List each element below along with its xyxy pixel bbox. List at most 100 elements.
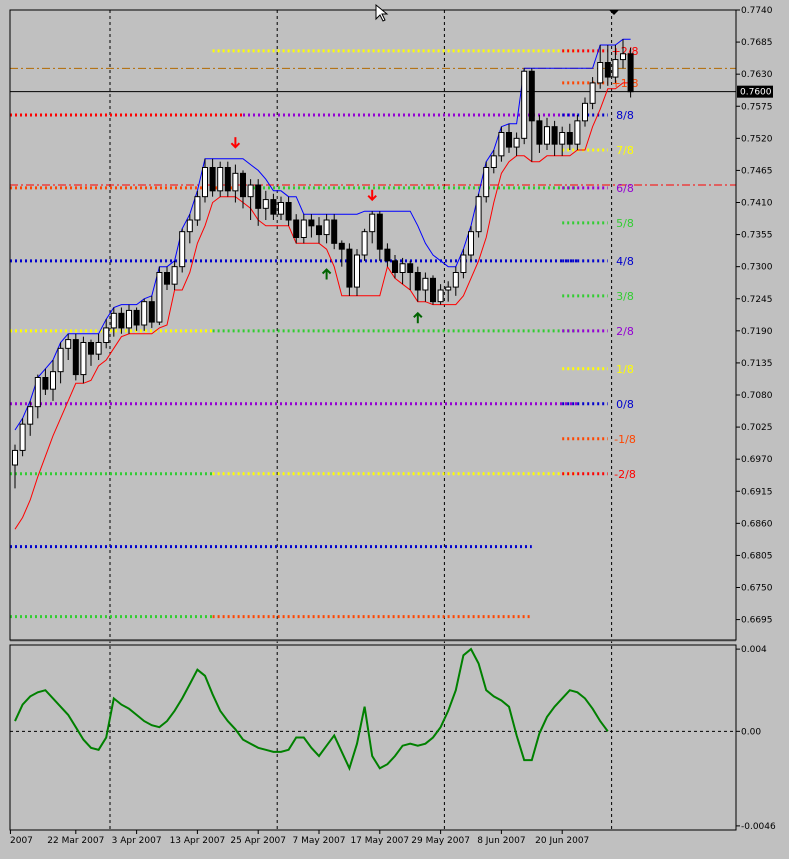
- candle-body: [217, 167, 224, 192]
- candle-body: [57, 347, 64, 373]
- candle-body: [536, 120, 543, 145]
- candle-body: [604, 62, 611, 78]
- candle: [247, 179, 254, 220]
- candle-body: [460, 254, 467, 273]
- candle-body: [384, 248, 391, 262]
- candle: [164, 266, 170, 290]
- candle: [110, 307, 117, 337]
- candle: [42, 368, 49, 395]
- candle: [437, 284, 444, 305]
- osc-tick-label: 0.004: [741, 645, 767, 655]
- candle: [217, 161, 224, 197]
- candle: [536, 115, 543, 153]
- candle-body: [141, 301, 148, 326]
- candle: [498, 126, 505, 162]
- candle-body: [65, 339, 72, 349]
- murrey-level-label: -2/8: [614, 468, 636, 481]
- oscillator-panel: [10, 647, 736, 772]
- osc-tick-label: 0.00: [741, 727, 761, 737]
- candle-body: [133, 309, 140, 326]
- price-tick-label: 0.6805: [741, 551, 773, 561]
- candle-body: [224, 167, 231, 192]
- candle-body: [445, 286, 452, 291]
- candle: [171, 260, 178, 290]
- candle: [513, 132, 520, 156]
- candle: [293, 214, 300, 244]
- candle: [597, 45, 604, 89]
- price-tick-label: 0.7740: [741, 6, 773, 16]
- price-tick-label: 0.7520: [741, 134, 773, 144]
- chart-shift-marker-icon: [609, 10, 619, 15]
- candle: [19, 418, 26, 457]
- arrow-head: [413, 311, 423, 318]
- price-tick-label: 0.6860: [741, 519, 773, 529]
- candle-body: [103, 327, 110, 343]
- signal-arrows: [230, 137, 423, 324]
- candle-body: [179, 231, 186, 268]
- candle: [308, 214, 315, 238]
- candle: [12, 444, 18, 489]
- candle: [528, 68, 535, 162]
- candle-body: [407, 263, 414, 273]
- candle-body: [12, 449, 18, 466]
- candle: [88, 339, 94, 366]
- candle-body: [186, 219, 193, 233]
- candle-body: [42, 377, 49, 390]
- candle: [232, 164, 239, 203]
- candle-body: [551, 126, 558, 145]
- candle: [50, 360, 56, 401]
- price-tick-label: 0.6695: [741, 616, 773, 626]
- price-tick-label: 0.7190: [741, 327, 773, 337]
- oscillator-panel-frame: [9, 644, 737, 831]
- candle: [589, 77, 596, 110]
- candle: [521, 68, 528, 145]
- candle-body: [589, 82, 596, 104]
- candle-body: [521, 70, 528, 139]
- candle-body: [620, 53, 626, 61]
- grid: [109, 10, 613, 830]
- candle: [574, 115, 581, 150]
- candle-body: [240, 172, 246, 198]
- candle: [202, 158, 208, 203]
- price-tick-label: 0.7575: [741, 102, 773, 112]
- price-tick-label: 0.7465: [741, 166, 773, 176]
- candle-body: [316, 225, 322, 236]
- price-tick-label: 0.7630: [741, 70, 773, 80]
- candle: [118, 307, 125, 334]
- candle: [460, 249, 467, 279]
- candle-body: [209, 167, 216, 192]
- murrey-level-label: 4/8: [616, 255, 634, 268]
- main-panel-frame: [9, 9, 737, 641]
- candle-body: [574, 120, 581, 145]
- candle: [369, 211, 376, 244]
- candle-body: [468, 231, 474, 256]
- candle: [399, 257, 406, 285]
- candle-body: [627, 53, 634, 93]
- candle-body: [285, 202, 292, 221]
- candle-body: [164, 272, 170, 285]
- candle: [34, 374, 41, 419]
- candle: [240, 170, 246, 209]
- bands: [14, 38, 631, 530]
- date-label: 29 May 2007: [411, 836, 470, 846]
- candle-body: [528, 70, 535, 122]
- candle: [566, 123, 573, 150]
- candle-body: [278, 202, 284, 215]
- date-label: 7 May 2007: [293, 836, 346, 846]
- candle: [338, 240, 345, 267]
- candle: [604, 45, 611, 86]
- candle-body: [399, 263, 406, 273]
- price-tick-label: 0.6970: [741, 455, 773, 465]
- candle: [384, 243, 391, 267]
- candle: [430, 275, 436, 305]
- candle-body: [27, 406, 34, 425]
- candle-body: [475, 196, 482, 233]
- candle-body: [369, 213, 376, 233]
- candle-body: [323, 219, 330, 236]
- candle: [194, 190, 201, 226]
- candle: [627, 47, 634, 98]
- candle-body: [95, 342, 102, 355]
- candle: [270, 193, 277, 220]
- candle-body: [72, 339, 79, 376]
